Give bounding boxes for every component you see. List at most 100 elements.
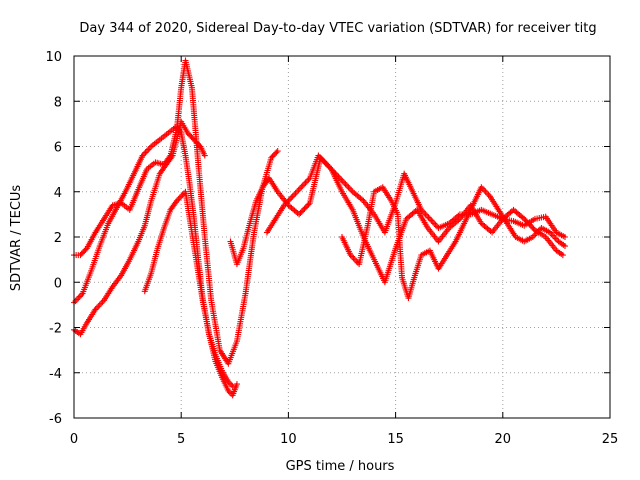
data-point — [561, 243, 568, 250]
series-arc-3 — [71, 118, 208, 338]
data-point — [300, 207, 307, 214]
data-point — [295, 187, 302, 194]
data-point — [299, 182, 306, 189]
data-point — [274, 148, 281, 155]
data-point — [185, 131, 192, 138]
y-tick-label: -2 — [49, 322, 62, 337]
data-point — [270, 152, 277, 159]
series-arc-7 — [339, 184, 568, 302]
data-point — [82, 246, 89, 253]
data-point — [78, 250, 85, 257]
data-point — [233, 381, 240, 388]
y-tick-label: 2 — [54, 231, 62, 246]
data-point — [75, 295, 82, 302]
data-point — [298, 208, 305, 215]
data-point — [345, 184, 352, 191]
x-tick-label: 5 — [177, 432, 185, 447]
data-point — [73, 296, 80, 303]
data-point — [272, 150, 279, 157]
data-point — [302, 204, 309, 211]
x-tick-label: 25 — [602, 432, 619, 447]
data-point — [305, 201, 312, 208]
data-points — [71, 57, 568, 399]
data-point — [302, 179, 309, 186]
data-point — [344, 182, 351, 189]
x-tick-label: 10 — [280, 432, 297, 447]
data-point — [96, 301, 103, 308]
y-tick-label: 6 — [54, 141, 62, 156]
data-point — [296, 185, 303, 192]
data-point — [301, 181, 308, 188]
data-point — [194, 140, 201, 147]
data-point — [229, 383, 236, 390]
data-point — [426, 215, 433, 222]
data-point — [191, 136, 198, 143]
data-point — [353, 258, 360, 265]
data-point — [76, 293, 83, 300]
data-point — [142, 149, 149, 156]
data-point — [72, 298, 79, 305]
data-point — [341, 179, 348, 186]
data-point — [292, 190, 299, 197]
data-point — [184, 129, 191, 136]
plot-frame — [73, 55, 611, 419]
data-point — [293, 188, 300, 195]
data-point — [424, 212, 431, 219]
x-tick-label: 20 — [495, 432, 512, 447]
data-point — [422, 211, 429, 218]
data-point — [145, 146, 152, 153]
data-point — [529, 224, 536, 231]
data-point — [77, 252, 84, 259]
data-point — [176, 194, 183, 201]
data-point — [521, 215, 528, 222]
y-tick-label: 8 — [54, 95, 62, 110]
data-point — [552, 235, 559, 242]
data-point — [303, 178, 310, 185]
axis-ticks: 0 5 10 15 20 25 -6 -4 -2 0 2 4 6 8 10 — [45, 50, 618, 447]
data-point — [146, 145, 153, 152]
data-point — [143, 148, 150, 155]
y-tick-label: 10 — [45, 50, 62, 65]
data-point — [348, 187, 355, 194]
data-point — [80, 249, 87, 256]
data-point — [98, 300, 105, 307]
data-point — [192, 138, 199, 145]
y-tick-label: 4 — [54, 186, 62, 201]
data-point — [296, 211, 303, 218]
data-point — [481, 187, 488, 194]
data-point — [298, 184, 305, 191]
series-arc-2 — [71, 57, 281, 367]
data-point — [350, 255, 357, 262]
data-point — [268, 154, 275, 161]
chart-title: Day 344 of 2020, Sidereal Day-to-day VTE… — [79, 21, 596, 36]
data-point — [289, 193, 296, 200]
data-point — [273, 149, 280, 156]
data-point — [189, 135, 196, 142]
data-point — [188, 133, 195, 140]
y-tick-label: 0 — [54, 276, 62, 291]
data-point — [196, 142, 203, 149]
data-point — [431, 220, 438, 227]
data-point — [482, 188, 489, 195]
data-point — [288, 194, 295, 201]
data-point — [561, 234, 568, 240]
data-point — [269, 153, 276, 160]
data-point — [559, 252, 566, 259]
data-point — [342, 181, 349, 188]
y-axis-label: SDTVAR / TECUs — [9, 185, 24, 292]
data-point — [530, 225, 537, 232]
data-point — [428, 217, 435, 224]
data-point — [346, 185, 353, 192]
data-point — [425, 214, 432, 221]
data-point — [81, 248, 88, 255]
series-arc-6 — [263, 152, 568, 240]
data-point — [301, 205, 308, 212]
data-point — [297, 209, 304, 216]
data-point — [291, 191, 298, 198]
data-point — [285, 197, 292, 204]
data-point — [304, 202, 311, 209]
data-point — [201, 152, 208, 159]
data-point — [429, 218, 436, 225]
data-point — [484, 190, 491, 197]
